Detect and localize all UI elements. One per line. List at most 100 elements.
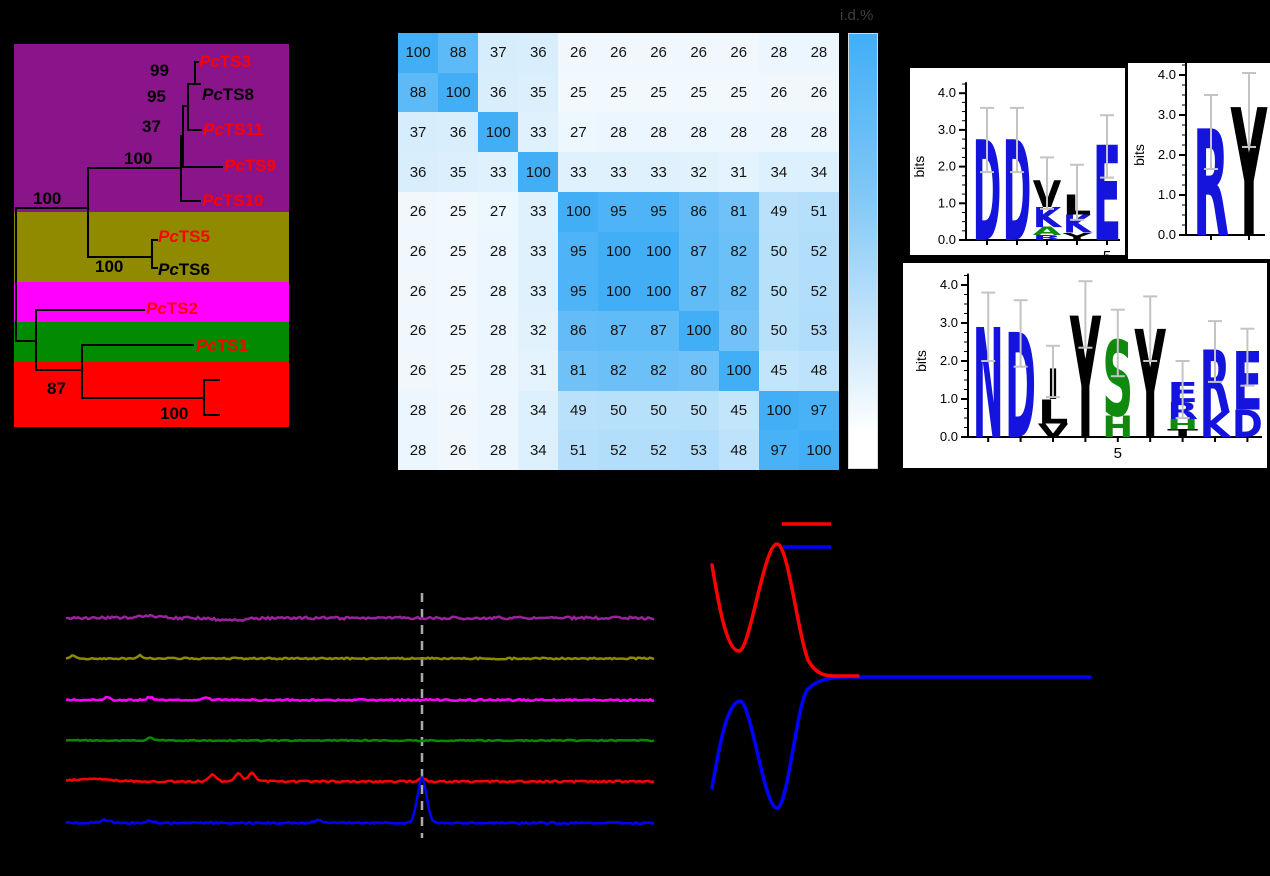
heatmap-cell: 35	[438, 152, 479, 192]
heatmap-cell: 25	[678, 72, 719, 113]
tip-label-genus-prefix: Pc	[224, 156, 245, 175]
tree-branch	[180, 135, 182, 202]
heatmap-cell: 28	[598, 112, 639, 153]
heatmap-cell: 100	[438, 72, 479, 113]
tree-branch	[203, 379, 220, 381]
clade-band-red	[14, 362, 289, 427]
tip-label-genus-prefix: Pc	[199, 52, 220, 71]
heatmap-cell: 80	[718, 311, 759, 351]
tree-branch	[194, 61, 199, 63]
svg-text:T: T	[1167, 428, 1198, 440]
logo-errorbar	[981, 291, 996, 362]
heatmap-cell: 33	[518, 271, 559, 312]
heatmap-cell: 27	[478, 191, 519, 232]
heatmap-cell: 37	[398, 112, 439, 153]
heatmap-cell: 100	[798, 430, 839, 470]
tree-branch	[15, 207, 17, 342]
heatmap-cell: 45	[718, 390, 759, 431]
heatmap-cell: 36	[398, 152, 439, 192]
heatmap-cell: 25	[558, 72, 599, 113]
tree-tip-label: PcTS9	[224, 157, 276, 175]
heatmap-cell: 26	[558, 33, 599, 73]
tip-label-genus-prefix: Pc	[158, 227, 179, 246]
heatmap-cell: 52	[638, 430, 679, 470]
svg-text:Y: Y	[1061, 231, 1092, 243]
heatmap-cell: 100	[558, 191, 599, 232]
logo-y-tick-label: 4.0	[1158, 67, 1176, 82]
heatmap-cell: 26	[398, 311, 439, 351]
tree-branch	[182, 105, 189, 107]
heatmap-cell: 100	[678, 311, 719, 351]
phylogenetic-tree-panel: PcTS3 PcTS8 PcTS11 PcTS9 PcTS10 PcTS5 PcTS6 PcT…	[14, 44, 289, 427]
tip-label-genus-prefix: Pc	[196, 336, 217, 355]
heatmap-cell: 28	[478, 231, 519, 272]
chromatogram-trace-red	[65, 771, 655, 785]
heatmap-cell: 97	[758, 430, 799, 470]
logo-motif-1: 0.01.02.03.04.0bitsDDRAKVYKL5E	[910, 68, 1125, 255]
logo-y-tick-label: 3.0	[940, 315, 958, 330]
logo-errorbar	[1070, 163, 1084, 221]
heatmap-cell: 82	[638, 350, 679, 391]
heatmap-cell: 26	[758, 72, 799, 113]
bootstrap-support-value: 87	[47, 379, 66, 398]
tree-branch	[194, 61, 196, 85]
heatmap-cell: 53	[798, 311, 839, 351]
heatmap-cell: 95	[558, 271, 599, 312]
chromatogram-trace-magenta	[65, 695, 655, 703]
logo-errorbar	[1204, 94, 1218, 170]
tip-label-suffix: TS5	[178, 227, 210, 246]
tree-branch	[187, 83, 196, 85]
heatmap-cell: 82	[718, 271, 759, 312]
heatmap-cell: 28	[798, 33, 839, 73]
heatmap-cell: 26	[798, 72, 839, 113]
heatmap-cell: 86	[558, 311, 599, 351]
tree-branch	[182, 166, 223, 168]
heatmap-cell: 51	[798, 191, 839, 232]
tree-branch	[203, 379, 205, 416]
heatmap-cell: 28	[478, 430, 519, 470]
tree-branch	[35, 369, 83, 371]
heatmap-cell: 28	[478, 311, 519, 351]
heatmap-cell: 50	[758, 271, 799, 312]
logo-y-tick-label: 1.0	[1158, 187, 1176, 202]
logo-motif-2: 0.0 1.0 2.0 3.0 4.0 bits R Y	[1128, 63, 1270, 259]
heatmap-cell: 100	[598, 271, 639, 312]
clade-band-purple	[14, 44, 289, 212]
heatmap-cell: 28	[398, 390, 439, 431]
tree-branch	[87, 167, 182, 169]
heatmap-cell: 26	[398, 191, 439, 232]
heatmap-colorbar	[848, 33, 878, 469]
svg-text:A: A	[1033, 225, 1062, 238]
tree-branch	[35, 309, 37, 371]
logo-errorbar	[1208, 320, 1222, 383]
tree-branch	[151, 239, 158, 241]
tip-label-genus-prefix: Pc	[203, 120, 224, 139]
heatmap-cell: 26	[638, 33, 679, 73]
heatmap-cell: 88	[438, 33, 479, 73]
heatmap-cell: 34	[518, 430, 559, 470]
svg-text:H: H	[1167, 416, 1198, 432]
logo-y-axis-title: bits	[913, 350, 929, 372]
heatmap-cell: 48	[798, 350, 839, 391]
heatmap-cell: 36	[518, 33, 559, 73]
tip-label-suffix: TS11	[223, 120, 264, 139]
logo-letter-H: H	[1167, 416, 1198, 432]
heatmap-cell: 100	[478, 112, 519, 153]
heatmap-cell: 26	[598, 33, 639, 73]
svg-text:D: D	[1232, 403, 1263, 447]
logo-x-tick-label: 5	[1103, 248, 1111, 255]
heatmap-cell: 87	[678, 231, 719, 272]
logo-letter-R: R	[1033, 234, 1062, 242]
tree-branch	[35, 309, 145, 311]
svg-text:H: H	[1102, 410, 1133, 444]
tip-label-genus-prefix: Pc	[221, 404, 242, 423]
heatmap-cell: 26	[438, 390, 479, 431]
tip-label-suffix: TS8	[222, 85, 254, 104]
tree-branch	[15, 340, 37, 342]
heatmap-cell: 36	[478, 72, 519, 113]
chromatogram-trace-green	[65, 736, 655, 743]
logo-y-tick-label: 2.0	[1158, 147, 1176, 162]
tree-tip-label: PcTS7	[221, 405, 273, 423]
logo-errorbar	[1013, 299, 1028, 368]
heatmap-cell: 100	[758, 390, 799, 431]
